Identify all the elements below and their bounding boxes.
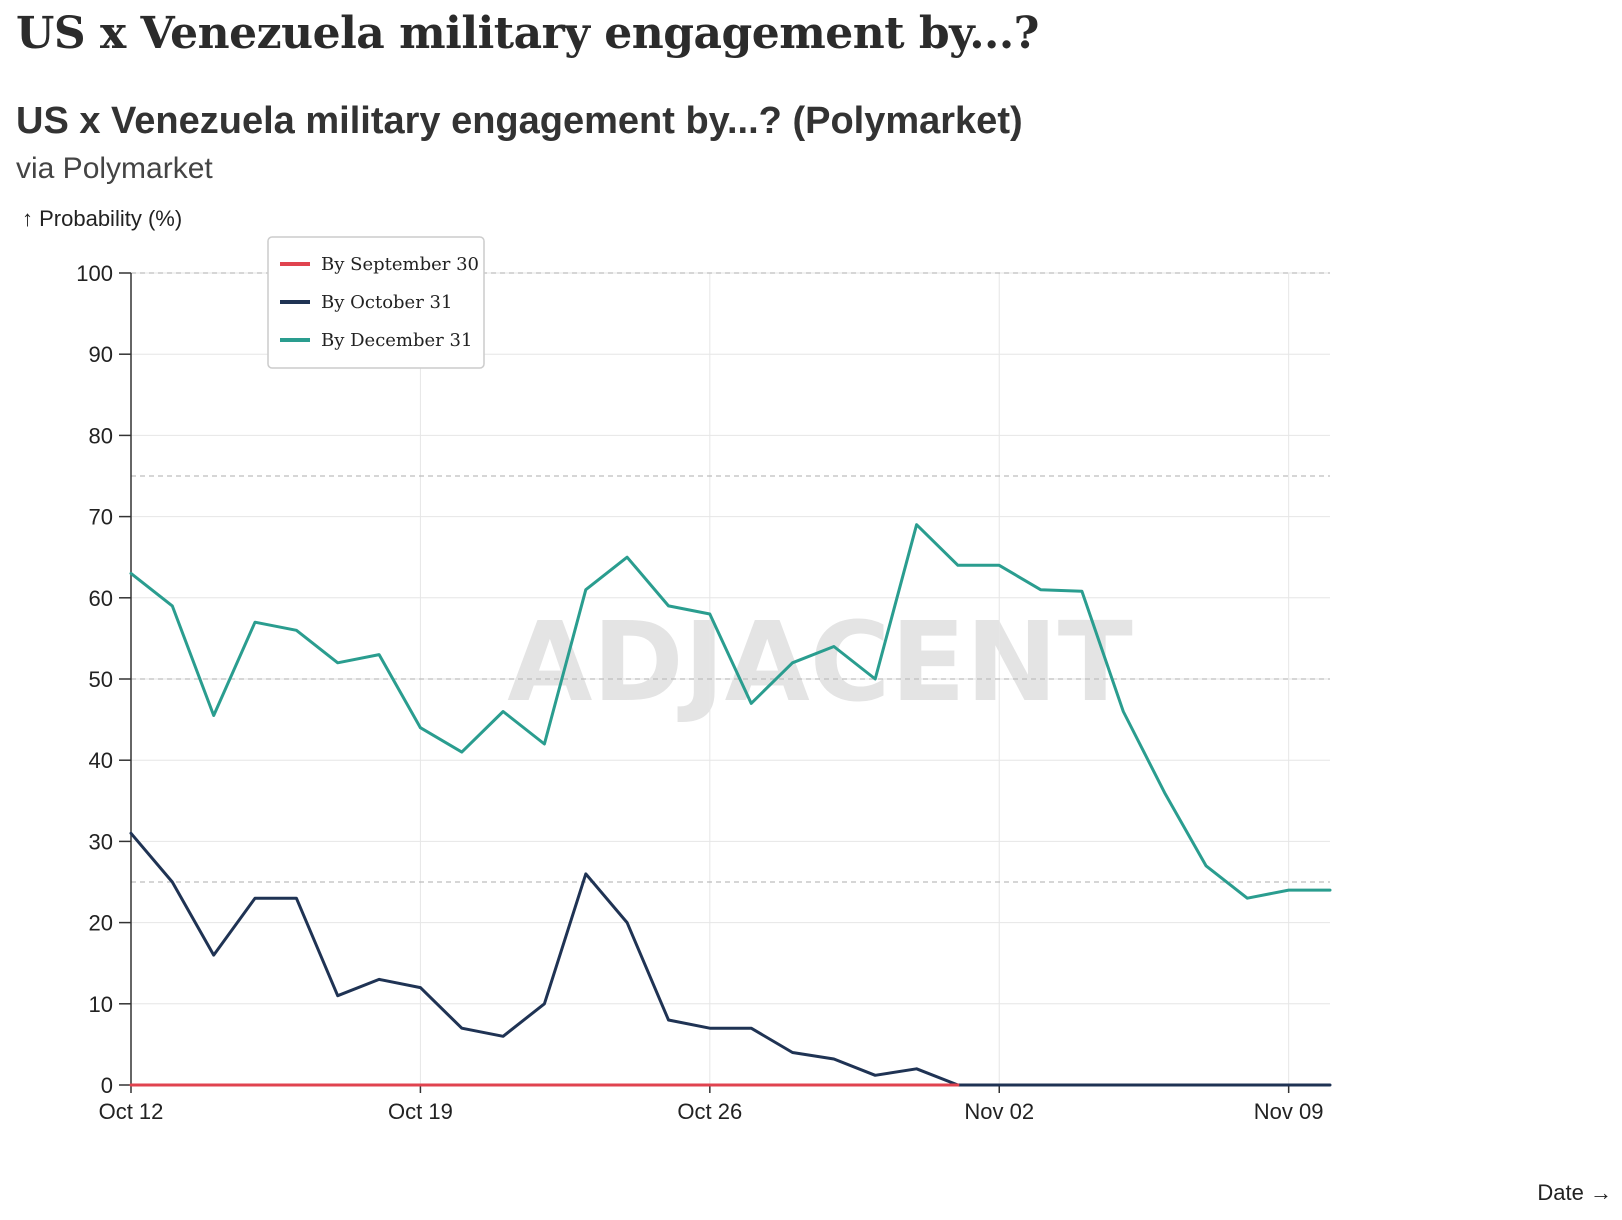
x-tick-label: Oct 26 <box>677 1099 742 1124</box>
x-tick-label: Oct 19 <box>388 1099 453 1124</box>
legend-label: By October 31 <box>321 292 452 313</box>
y-tick-label: 50 <box>89 667 113 692</box>
y-tick-label: 10 <box>89 992 113 1017</box>
legend-box <box>267 236 485 369</box>
chart-subtitle: via Polymarket <box>16 152 213 185</box>
legend-label: By December 31 <box>321 330 472 351</box>
y-tick-label: 70 <box>89 505 113 530</box>
y-axis-title: ↑ Probability (%) <box>22 206 182 231</box>
y-tick-label: 20 <box>89 911 113 936</box>
series-line-by-december-31 <box>129 523 1332 900</box>
legend: By September 30 By October 31 By December … <box>267 236 485 369</box>
x-axis-title: Date → <box>1537 1180 1612 1205</box>
y-tick-label: 80 <box>89 423 113 448</box>
x-tick-label: Nov 09 <box>1254 1099 1324 1124</box>
chart-title: US x Venezuela military engagement by...… <box>16 100 1023 142</box>
y-tick-label: 40 <box>89 748 113 773</box>
y-tick-label: 60 <box>89 586 113 611</box>
x-tick-label: Nov 02 <box>964 1099 1034 1124</box>
page-title: US x Venezuela military engagement by...… <box>16 8 1039 59</box>
watermark: ADJACENT <box>507 598 1132 726</box>
x-tick-label: Oct 12 <box>99 1099 164 1124</box>
y-tick-label: 100 <box>76 261 113 286</box>
y-tick-label: 90 <box>89 342 113 367</box>
y-tick-label: 0 <box>101 1073 113 1098</box>
series-line-by-october-31 <box>129 831 1332 1087</box>
y-tick-label: 30 <box>89 829 113 854</box>
legend-label: By September 30 <box>321 254 479 275</box>
